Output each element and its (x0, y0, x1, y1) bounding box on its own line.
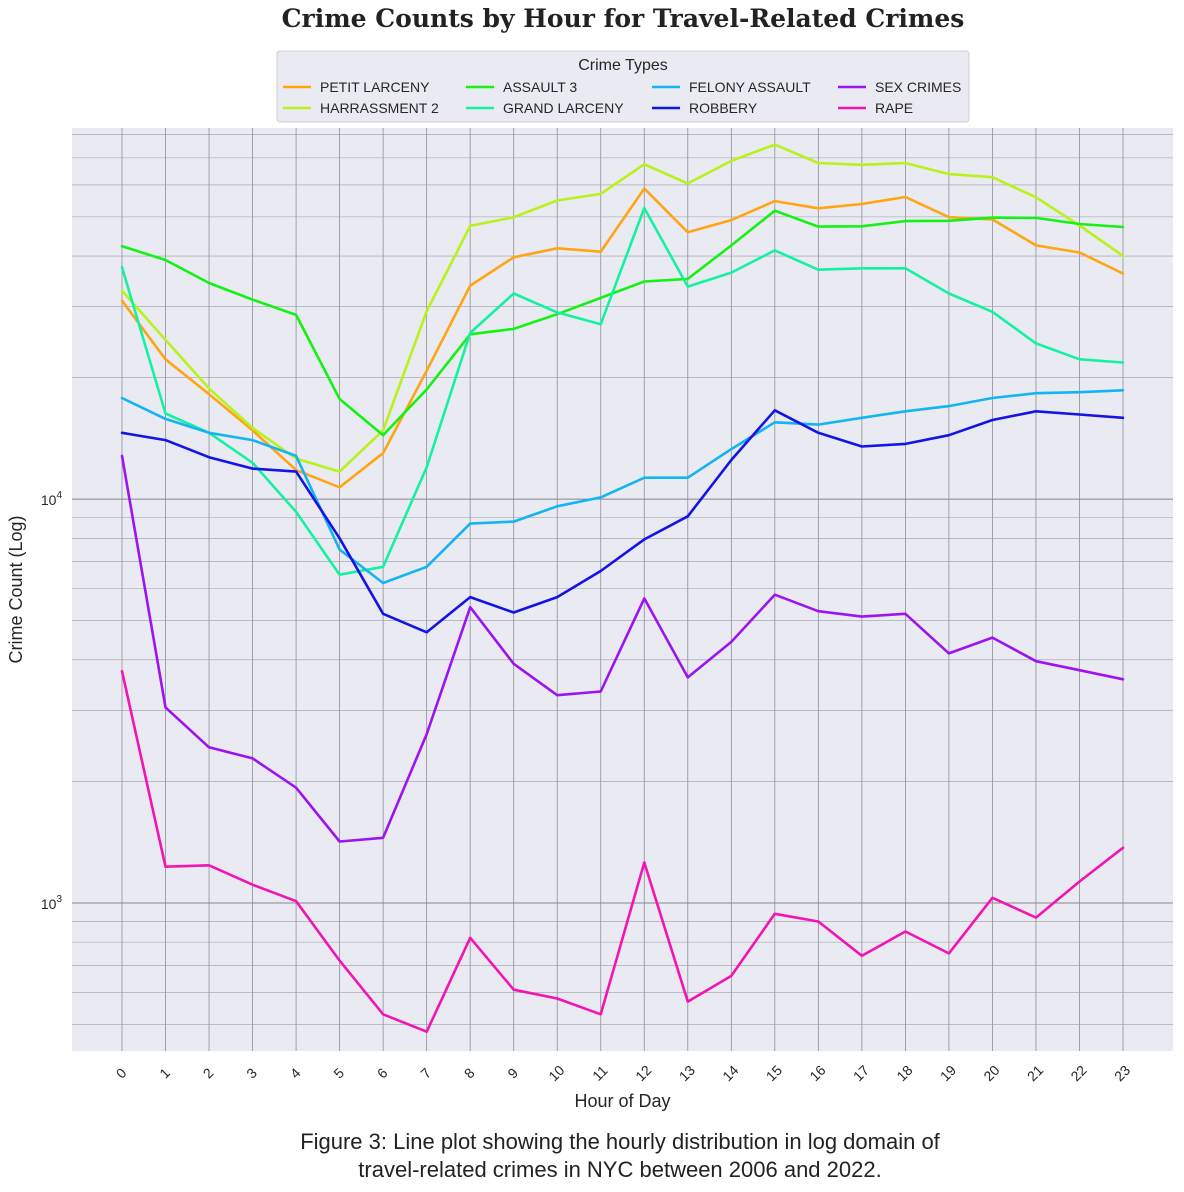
x-tick-label: 10 (545, 1062, 567, 1084)
x-tick-labels: 0 1 2 3 4 5 6 7 8 9 10 11 12 13 14 15 16 17 18 19 20 21 22 23 (113, 1062, 1134, 1084)
legend-label: PETIT LARCENY (320, 79, 430, 95)
y-tick-exponent: 4 (56, 490, 62, 501)
x-tick-label: 7 (417, 1065, 434, 1082)
series-line (120, 669, 1125, 1033)
x-tick-label: 22 (1067, 1062, 1089, 1084)
x-axis-label: Hour of Day (574, 1091, 670, 1111)
x-tick-label: 17 (850, 1062, 872, 1084)
series-line (120, 454, 1125, 843)
y-tick-label: 104 (41, 490, 63, 508)
x-tick-label: 3 (243, 1065, 260, 1082)
x-tick-label: 8 (461, 1065, 478, 1082)
legend-label: ASSAULT 3 (503, 79, 577, 95)
x-tick-label: 18 (893, 1062, 915, 1084)
x-tick-label: 1 (156, 1065, 173, 1082)
x-tick-label: 13 (676, 1062, 698, 1084)
x-tick-label: 21 (1024, 1062, 1046, 1084)
x-tick-label: 19 (937, 1062, 959, 1084)
x-tick-label: 15 (763, 1062, 785, 1084)
y-axis-label: Crime Count (Log) (6, 515, 26, 663)
chart-title: Crime Counts by Hour for Travel-Related … (281, 4, 965, 33)
legend-label: RAPE (875, 100, 913, 116)
x-tick-label: 0 (113, 1065, 130, 1082)
x-tick-label: 5 (330, 1065, 347, 1082)
figure-caption: Figure 3: Line plot showing the hourly d… (0, 1128, 1184, 1184)
legend-label: SEX CRIMES (875, 79, 961, 95)
y-tick-label: 103 (41, 894, 63, 912)
x-tick-label: 6 (374, 1065, 391, 1082)
x-tick-label: 11 (589, 1062, 611, 1084)
x-tick-label: 9 (504, 1065, 521, 1082)
legend: Crime Types PETIT LARCENY HARRASSMENT 2 AS… (276, 50, 970, 123)
x-tick-label: 4 (287, 1065, 304, 1082)
legend-items: PETIT LARCENY HARRASSMENT 2 ASSAULT 3 GRAND… (283, 79, 961, 116)
series-layer (120, 143, 1125, 1033)
legend-title: Crime Types (578, 57, 668, 74)
series-line (120, 187, 1125, 489)
legend-label: FELONY ASSAULT (689, 79, 811, 95)
figure-caption-line-2: travel-related crimes in NYC between 200… (358, 1157, 882, 1182)
legend-label: ROBBERY (689, 100, 758, 116)
legend-label: HARRASSMENT 2 (320, 100, 439, 116)
x-tick-label: 12 (632, 1062, 654, 1084)
y-tick-exponent: 3 (56, 894, 62, 905)
x-tick-label: 2 (200, 1065, 217, 1082)
x-tick-label: 14 (719, 1062, 741, 1084)
y-tick-base: 10 (41, 896, 57, 912)
series-line (120, 206, 1125, 577)
y-tick-base: 10 (41, 492, 57, 508)
legend-label: GRAND LARCENY (503, 100, 624, 116)
legend-box (276, 50, 970, 123)
x-tick-label: 20 (980, 1062, 1002, 1084)
series-line (120, 408, 1125, 634)
x-tick-label: 16 (806, 1062, 828, 1084)
series-line (120, 209, 1125, 437)
series-line (120, 388, 1125, 585)
grid-layer (72, 128, 1173, 1051)
x-tick-label: 23 (1111, 1062, 1133, 1084)
plot-background (72, 128, 1173, 1051)
figure-caption-line-1: Figure 3: Line plot showing the hourly d… (300, 1129, 940, 1154)
